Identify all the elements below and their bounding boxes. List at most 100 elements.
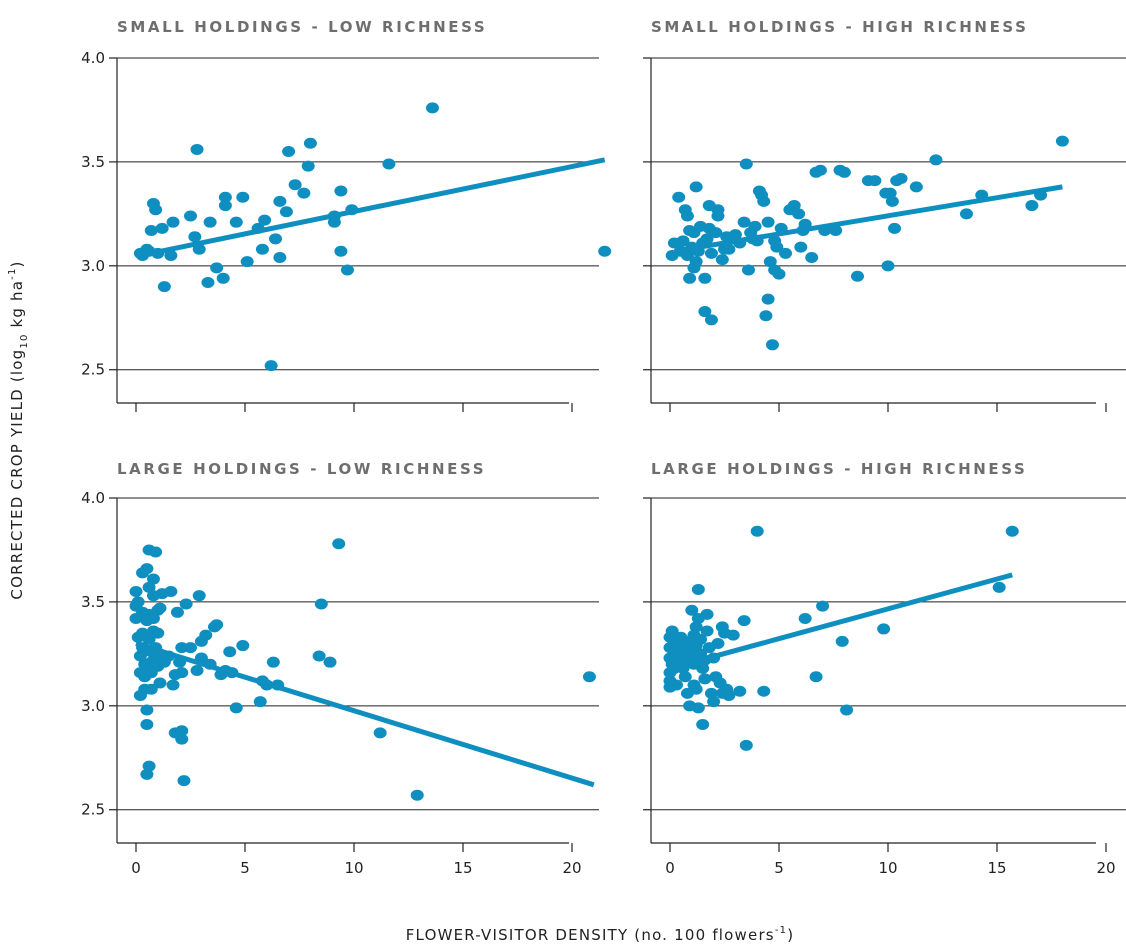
data-point: [665, 625, 679, 637]
data-point: [266, 656, 280, 668]
data-point: [312, 650, 326, 662]
y-tick-label: 3.0: [81, 697, 105, 715]
data-point: [694, 633, 708, 645]
y-tick-label: 4.0: [81, 49, 105, 67]
data-point: [140, 719, 154, 731]
data-point: [269, 233, 283, 245]
data-point: [685, 604, 699, 616]
data-point: [761, 216, 775, 228]
data-point: [696, 662, 710, 674]
data-point: [140, 563, 154, 575]
data-point: [236, 191, 250, 203]
data-point: [868, 175, 882, 187]
data-point: [332, 538, 346, 550]
data-point: [382, 158, 396, 170]
data-point: [750, 525, 764, 537]
x-tick-label: 5: [240, 859, 250, 877]
data-point: [142, 581, 156, 593]
data-point: [850, 270, 864, 282]
data-point: [698, 673, 712, 685]
x-tick-label: 10: [344, 859, 363, 877]
data-point: [700, 625, 714, 637]
data-point: [153, 602, 167, 614]
data-point: [733, 685, 747, 697]
data-point: [689, 621, 703, 633]
data-point: [691, 702, 705, 714]
data-point: [707, 696, 721, 708]
data-point: [700, 233, 714, 245]
data-point: [696, 719, 710, 731]
data-point: [726, 629, 740, 641]
data-point: [809, 671, 823, 683]
data-point: [323, 656, 337, 668]
data-point: [133, 650, 147, 662]
data-point: [334, 185, 348, 197]
data-point: [155, 222, 169, 234]
data-point: [129, 586, 143, 598]
data-point: [698, 272, 712, 284]
y-tick-label: 4.0: [81, 489, 105, 507]
data-point: [680, 249, 694, 261]
data-point: [201, 276, 215, 288]
data-point: [837, 166, 851, 178]
data-point: [425, 102, 439, 114]
regression-line: [669, 572, 1013, 671]
regression-line: [673, 184, 1063, 254]
data-point: [236, 640, 250, 652]
regression-line: [135, 641, 595, 788]
data-point: [885, 195, 899, 207]
data-point: [711, 204, 725, 216]
data-point: [757, 195, 771, 207]
data-point: [410, 789, 424, 801]
data-point: [757, 685, 771, 697]
data-point: [748, 220, 762, 232]
data-point: [334, 245, 348, 257]
data-point: [582, 671, 596, 683]
data-point: [1025, 200, 1039, 212]
y-tick-label: 3.5: [81, 593, 105, 611]
panel-2: SMALL HOLDINGS - HIGH RICHNESS: [643, 18, 1126, 412]
panel-4: LARGE HOLDINGS - HIGH RICHNESS 0 5 10 15 20: [643, 460, 1126, 877]
data-point: [700, 608, 714, 620]
data-point: [704, 687, 718, 699]
data-point: [739, 158, 753, 170]
panels: SMALL HOLDINGS - LOW RICHNESS 2.5 3.0 3.5 4.…: [81, 18, 1126, 877]
y-axis-title: CORRECTED CROP YIELD (log10 kg ha-1): [7, 260, 30, 599]
data-point: [678, 671, 692, 683]
y-tick-label: 3.0: [81, 257, 105, 275]
data-point: [598, 245, 612, 257]
data-point: [279, 206, 293, 218]
x-tick-label: 0: [131, 859, 141, 877]
data-point: [258, 214, 272, 226]
data-point: [829, 225, 843, 236]
x-tick-label: 20: [1096, 859, 1115, 877]
x-tick-label: 0: [665, 859, 675, 877]
data-point: [149, 204, 163, 216]
data-point: [151, 627, 165, 639]
data-point: [175, 733, 189, 745]
y-tick-label: 2.5: [81, 361, 105, 379]
data-point: [741, 264, 755, 276]
data-point: [192, 590, 206, 602]
data-point: [164, 249, 178, 261]
x-tick-label: 10: [878, 859, 897, 877]
data-point: [722, 243, 736, 255]
panel-3: LARGE HOLDINGS - LOW RICHNESS 2.5 3.0 3.5 4.…: [81, 460, 599, 877]
data-point: [722, 689, 736, 701]
data-point: [792, 208, 806, 220]
x-axis-title: FLOWER-VISITOR DENSITY (no. 100 flowers-…: [406, 925, 795, 944]
data-point: [175, 725, 189, 737]
x-tick-label: 20: [562, 859, 581, 877]
data-point: [883, 187, 897, 199]
data-point: [959, 208, 973, 220]
data-point: [314, 598, 328, 610]
data-point: [840, 704, 854, 716]
data-point: [218, 200, 232, 212]
data-point: [177, 775, 191, 787]
data-point: [805, 252, 819, 264]
panel-title: SMALL HOLDINGS - HIGH RICHNESS: [651, 18, 1029, 36]
data-point: [190, 143, 204, 155]
data-point: [711, 637, 725, 649]
data-point: [877, 623, 891, 635]
